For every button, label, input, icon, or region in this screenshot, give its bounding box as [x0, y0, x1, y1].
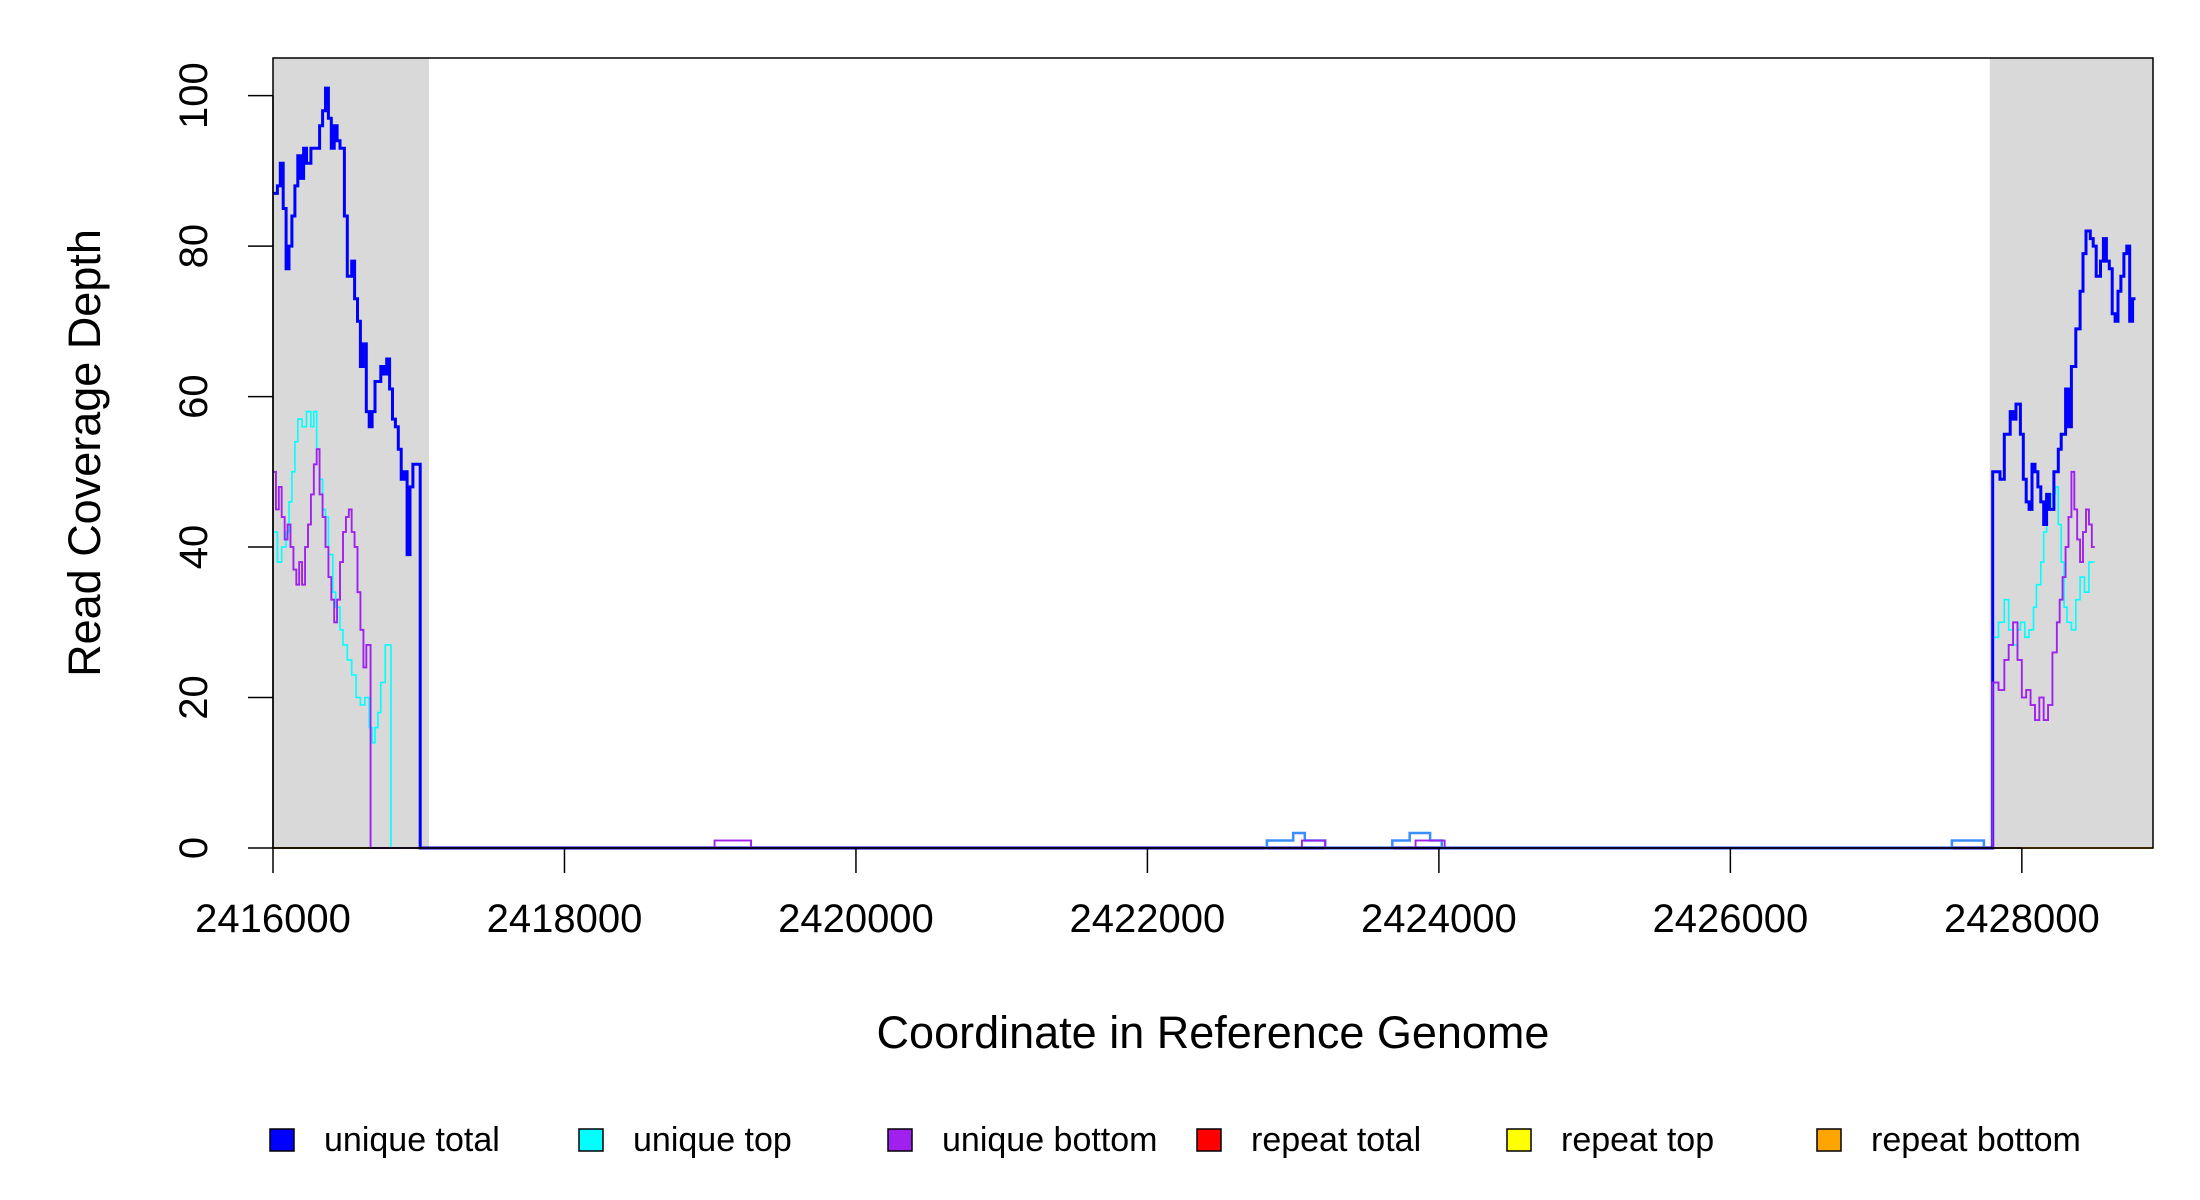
legend-label-unique-total: unique total: [324, 1121, 500, 1159]
legend-label-repeat-total: repeat total: [1251, 1121, 1421, 1159]
legend-label-repeat-bottom: repeat bottom: [1871, 1121, 2081, 1159]
shaded-regions: [273, 58, 2153, 848]
x-tick-label: 2422000: [1070, 897, 1226, 941]
x-axis: 2416000 2418000 2420000 2422000 2424000 24260…: [195, 847, 2100, 941]
legend-label-unique-top: unique top: [633, 1121, 792, 1159]
x-axis-label: Coordinate in Reference Genome: [877, 1007, 1550, 1058]
y-tick-label: 0: [172, 837, 216, 859]
shaded-region: [273, 58, 429, 848]
series-unique-bottom-line: [273, 448, 2095, 849]
series-unique-bottom-overlay: [273, 448, 2095, 849]
x-tick-label: 2418000: [487, 897, 643, 941]
x-tick-label: 2426000: [1652, 897, 1808, 941]
shaded-region: [1989, 58, 2153, 848]
series-layer: [273, 86, 2153, 850]
series-unique-top-line: [273, 410, 2095, 849]
x-tick-label: 2416000: [195, 897, 351, 941]
legend-swatch-repeat-bottom: [1816, 1128, 1842, 1152]
y-tick-label: 80: [172, 224, 216, 269]
x-tick-label: 2424000: [1361, 897, 1517, 941]
y-tick-label: 20: [172, 675, 216, 720]
y-axis: 0 20 40 60 80 100: [172, 62, 274, 859]
y-axis-label: Read Coverage Depth: [59, 229, 110, 677]
legend-swatch-unique-total: [269, 1128, 295, 1152]
legend-swatch-repeat-top: [1506, 1128, 1532, 1152]
legend-label-repeat-top: repeat top: [1561, 1121, 1714, 1159]
series-blue-trace-line: [1264, 831, 1986, 850]
x-tick-label: 2420000: [778, 897, 934, 941]
legend-swatch-repeat-total: [1196, 1128, 1222, 1152]
y-tick-label: 100: [172, 62, 216, 129]
legend-label-unique-bottom: unique bottom: [942, 1121, 1158, 1159]
y-tick-label: 60: [172, 374, 216, 419]
series-unique-total-line: [273, 86, 2136, 850]
x-tick-label: 2428000: [1944, 897, 2100, 941]
legend-swatch-unique-top: [578, 1128, 604, 1152]
legend: unique total unique top unique bottom repea…: [269, 1121, 2081, 1159]
y-tick-label: 40: [172, 525, 216, 570]
plot-frame: [272, 57, 2154, 849]
legend-swatch-unique-bottom: [887, 1128, 913, 1152]
